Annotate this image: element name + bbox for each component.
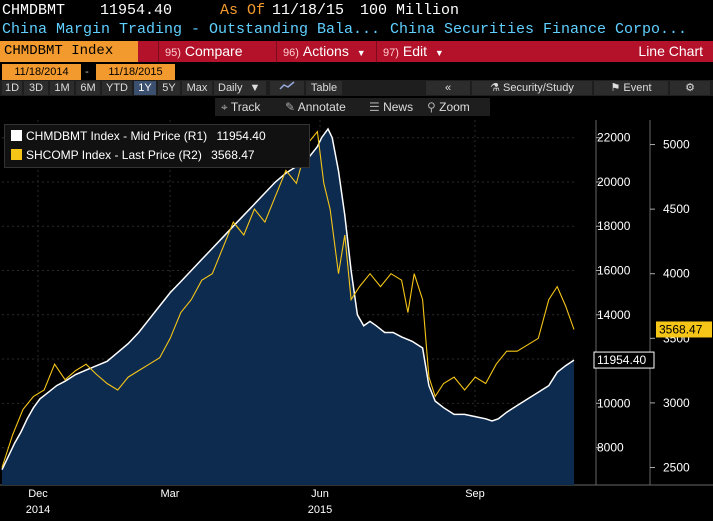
edit-label: Edit	[402, 43, 428, 59]
pencil-icon: ✎	[285, 100, 298, 114]
last-value-r2-box	[656, 321, 712, 338]
legend-label-1: CHMDBMT Index - Mid Price (R1)	[26, 129, 208, 143]
security-study-label: Security/Study	[503, 82, 574, 94]
legend-swatch-1	[11, 130, 22, 141]
price: 11954.40	[100, 2, 173, 19]
zoom-label: Zoom	[439, 100, 470, 114]
event-button[interactable]: ⚑ Event	[594, 81, 668, 95]
y1-tick-label: 18000	[597, 219, 631, 233]
settings-button[interactable]: ⚙	[670, 81, 710, 95]
flag-icon: ⚑	[610, 82, 624, 94]
frequency-select[interactable]: Daily ▼	[214, 81, 266, 95]
line-chart-icon	[279, 81, 295, 90]
track-label: Track	[230, 100, 261, 114]
y2-tick-label: 3000	[663, 396, 690, 410]
y2-tick-label: 4000	[663, 267, 690, 281]
description: China Margin Trading - Outstanding Bala.…	[2, 21, 381, 38]
y1-tick-label: 8000	[597, 441, 624, 455]
legend-series-1: CHMDBMT Index - Mid Price (R1) 11954.40	[11, 127, 266, 145]
x-tick-month: Jun	[311, 488, 329, 500]
y2-tick-label: 4500	[663, 202, 690, 216]
actions-label: Actions	[302, 43, 349, 59]
as-of-date: 11/18/15	[272, 2, 345, 19]
actions-dropdown-icon: ▼	[356, 48, 366, 58]
table-button[interactable]: Table	[306, 81, 342, 95]
source: China Securities Finance Corpo...	[390, 21, 688, 38]
annotate-button[interactable]: ✎ Annotate	[285, 98, 346, 116]
header-row: CHMDBMT 11954.40 As Of 11/18/15 100 Mill…	[0, 0, 713, 20]
compare-number: 95)	[165, 47, 181, 59]
series-2-line	[1, 130, 575, 468]
date-range: 11/18/2014 - 11/18/2015	[0, 64, 713, 80]
track-button[interactable]: ⌖ Track	[221, 98, 260, 116]
y2-tick-label: 2500	[663, 460, 690, 474]
as-of-label: As Of	[220, 2, 266, 19]
y1-tick-label: 16000	[597, 264, 631, 278]
crosshair-icon: ⌖	[221, 100, 231, 114]
x-tick-month: Mar	[161, 488, 180, 500]
series-1-line	[1, 127, 575, 471]
ticker: CHMDBMT	[2, 2, 66, 19]
compare-label: Compare	[184, 43, 243, 59]
news-icon: ☰	[369, 100, 384, 114]
zoom-button[interactable]: ⚲ Zoom	[427, 98, 470, 116]
period-5y[interactable]: 5Y	[158, 81, 180, 95]
period-3d[interactable]: 3D	[24, 81, 48, 95]
edit-number: 97)	[383, 47, 399, 59]
frequency-arrow-icon: ▼	[249, 82, 261, 94]
end-date-field[interactable]: 11/18/2015	[96, 64, 175, 80]
chart[interactable]: 8000100001200014000160001800020000220002…	[0, 118, 713, 521]
ticker-field[interactable]: CHMDBMT Index	[0, 41, 138, 62]
frequency-label: Daily	[218, 82, 243, 94]
x-tick-month: Dec	[28, 488, 48, 500]
period-max[interactable]: Max	[182, 81, 212, 95]
y2-tick-label: 5000	[663, 138, 690, 152]
back-button[interactable]: «	[426, 81, 470, 95]
description-row: China Margin Trading - Outstanding Bala.…	[0, 20, 713, 40]
line-chart-toggle[interactable]	[270, 81, 304, 95]
edit-button[interactable]: 97) Edit ▼	[376, 41, 456, 62]
period-bar: 1D 3D 1M 6M YTD 1Y 5Y Max Daily ▼ Table …	[0, 80, 713, 96]
legend-value-1: 11954.40	[216, 129, 266, 143]
series-1-area	[2, 128, 574, 485]
date-separator: -	[85, 66, 89, 78]
legend-series-2: SHCOMP Index - Last Price (R2) 3568.47	[11, 146, 255, 164]
last-value-r2-label: 3568.47	[659, 322, 703, 336]
compare-button[interactable]: 95) Compare	[158, 41, 276, 62]
period-1y[interactable]: 1Y	[134, 81, 156, 95]
y1-tick-label: 14000	[597, 308, 631, 322]
x-tick-year: 2015	[308, 504, 332, 516]
y1-tick-label: 22000	[597, 131, 631, 145]
toolbar: CHMDBMT Index 95) Compare 96) Actions ▼ 97…	[0, 41, 713, 62]
actions-button[interactable]: 96) Actions ▼	[276, 41, 376, 62]
gear-icon: ⚙	[685, 82, 695, 94]
view-type-button[interactable]: Line Chart	[638, 43, 703, 59]
last-value-r1-box	[593, 351, 655, 369]
y1-tick-label: 10000	[597, 396, 631, 410]
security-study-icon: ⚗	[490, 82, 503, 94]
period-1m[interactable]: 1M	[50, 81, 74, 95]
last-value-r1-label: 11954.40	[597, 353, 646, 367]
annotate-label: Annotate	[297, 100, 346, 114]
units: 100 Million	[360, 2, 460, 19]
y1-tick-label: 20000	[597, 175, 631, 189]
security-study-button[interactable]: ⚗ Security/Study	[472, 81, 592, 95]
x-tick-month: Sep	[465, 488, 485, 500]
start-date-field[interactable]: 11/18/2014	[2, 64, 81, 80]
period-ytd[interactable]: YTD	[102, 81, 132, 95]
actions-number: 96)	[283, 47, 299, 59]
legend-label-2: SHCOMP Index - Last Price (R2)	[26, 148, 202, 162]
chart-legend: CHMDBMT Index - Mid Price (R1) 11954.40 …	[4, 124, 310, 168]
chart-subtoolbar: ⌖ Track ✎ Annotate ☰ News ⚲ Zoom	[215, 98, 490, 116]
magnifier-icon: ⚲	[427, 100, 440, 114]
legend-value-2: 3568.47	[211, 148, 255, 162]
period-6m[interactable]: 6M	[76, 81, 100, 95]
news-label: News	[383, 100, 414, 114]
x-tick-year: 2014	[26, 504, 50, 516]
period-1d[interactable]: 1D	[2, 81, 22, 95]
event-label: Event	[623, 82, 652, 94]
legend-swatch-2	[11, 149, 22, 160]
edit-dropdown-icon: ▼	[434, 48, 444, 58]
news-button[interactable]: ☰ News	[369, 98, 413, 116]
